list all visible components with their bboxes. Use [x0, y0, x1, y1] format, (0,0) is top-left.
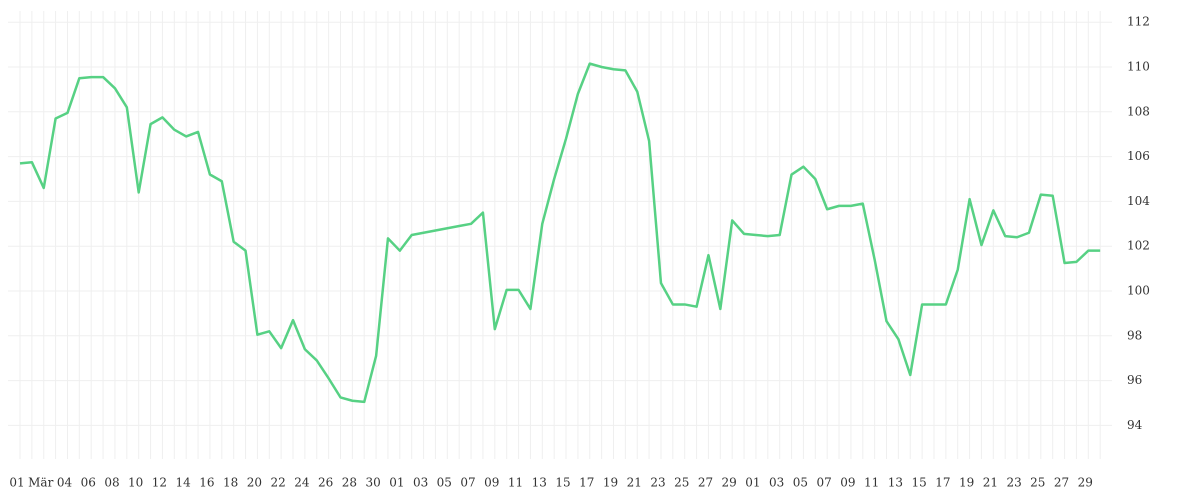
y-tick-label: 112: [1127, 15, 1150, 29]
x-tick-label: 21: [627, 476, 642, 490]
x-tick-label: 09: [840, 476, 855, 490]
x-tick-label: 03: [769, 476, 784, 490]
x-tick-label: 29: [1078, 476, 1093, 490]
x-tick-label: 25: [1030, 476, 1045, 490]
x-tick-label: 05: [437, 476, 452, 490]
x-tick-label: 23: [1006, 476, 1021, 490]
x-tick-label: 17: [579, 476, 594, 490]
x-tick-label: 27: [1054, 476, 1069, 490]
x-tick-label: 01: [9, 476, 24, 490]
y-tick-label: 102: [1127, 239, 1150, 253]
y-tick-label: 96: [1127, 373, 1142, 387]
x-tick-label: 01: [389, 476, 404, 490]
y-tick-label: 94: [1127, 418, 1143, 432]
x-tick-label: 24: [294, 476, 310, 490]
x-tick-label: 17: [935, 476, 950, 490]
x-tick-label: 16: [199, 476, 214, 490]
x-tick-label: 29: [722, 476, 737, 490]
data-line: [19, 62, 1101, 404]
x-tick-label: 23: [650, 476, 665, 490]
x-tick-label: 03: [413, 476, 428, 490]
x-tick-label: 15: [555, 476, 570, 490]
x-tick-label: Mär: [28, 476, 53, 490]
x-tick-label: 18: [223, 476, 238, 490]
x-tick-label: 06: [81, 476, 96, 490]
y-tick-label: 106: [1127, 149, 1150, 163]
x-tick-label: 07: [460, 476, 475, 490]
x-tick-label: 07: [817, 476, 832, 490]
y-tick-label: 104: [1127, 194, 1150, 208]
x-tick-label: 27: [698, 476, 713, 490]
y-tick-label: 100: [1127, 284, 1150, 298]
x-tick-label: 21: [983, 476, 998, 490]
x-tick-label: 04: [57, 476, 73, 490]
x-tick-label: 01: [745, 476, 760, 490]
y-tick-label: 108: [1127, 104, 1150, 118]
x-tick-label: 22: [270, 476, 285, 490]
x-tick-label: 25: [674, 476, 689, 490]
x-tick-label: 09: [484, 476, 499, 490]
x-tick-label: 10: [128, 476, 143, 490]
x-tick-label: 30: [365, 476, 380, 490]
x-tick-label: 12: [152, 476, 167, 490]
x-tick-label: 19: [603, 476, 618, 490]
x-tick-label: 15: [911, 476, 926, 490]
x-tick-label: 14: [176, 476, 192, 490]
x-tick-label: 11: [508, 476, 523, 490]
x-tick-label: 13: [532, 476, 547, 490]
x-tick-label: 13: [888, 476, 903, 490]
y-tick-label: 98: [1127, 328, 1142, 342]
x-tick-label: 19: [959, 476, 974, 490]
x-tick-label: 08: [104, 476, 119, 490]
x-tick-label: 20: [247, 476, 262, 490]
y-tick-label: 110: [1127, 60, 1150, 74]
x-tick-label: 28: [342, 476, 357, 490]
x-tick-label: 05: [793, 476, 808, 490]
x-tick-label: 26: [318, 476, 333, 490]
x-tick-label: 11: [864, 476, 879, 490]
